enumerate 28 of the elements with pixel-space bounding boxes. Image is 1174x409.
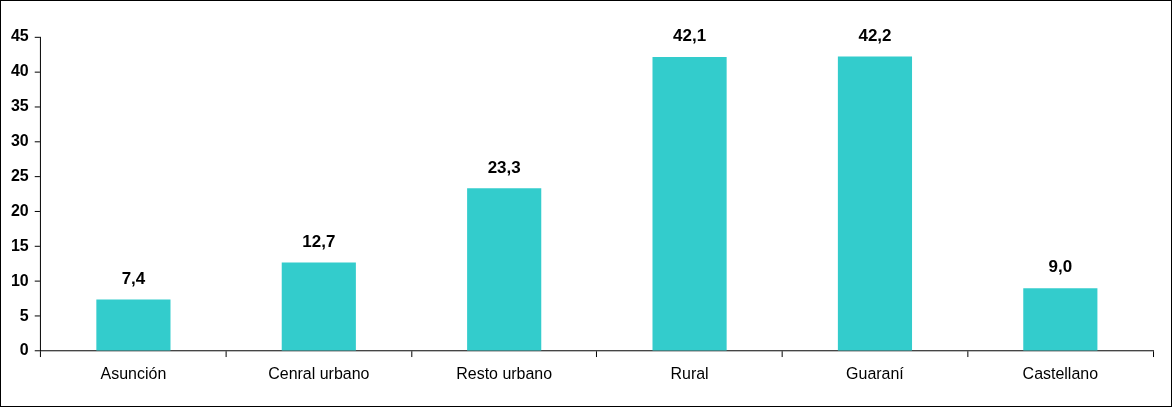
y-tick-label: 15 — [10, 236, 29, 254]
x-tick-label: Castellano — [1022, 364, 1099, 382]
y-tick-label: 35 — [10, 97, 29, 115]
y-tick-label: 30 — [10, 131, 29, 149]
data-label: 23,3 — [487, 157, 521, 177]
y-tick-label: 25 — [10, 166, 29, 184]
y-tick-label: 5 — [19, 306, 29, 324]
y-tick-label: 20 — [10, 201, 29, 219]
y-tick-label: 45 — [10, 27, 29, 45]
bar — [281, 262, 356, 351]
x-tick-label: Asunción — [100, 364, 167, 382]
data-label: 9,0 — [1048, 257, 1073, 277]
y-tick-label: 40 — [10, 62, 29, 80]
x-tick-label: Rural — [670, 364, 709, 382]
bar — [652, 57, 727, 351]
x-tick-label: Cenral urbano — [268, 364, 370, 382]
y-tick-label: 10 — [10, 271, 29, 289]
x-tick-label: Guaraní — [846, 364, 905, 382]
y-tick-label: 0 — [19, 341, 29, 359]
bar — [96, 299, 171, 351]
bar — [467, 188, 542, 351]
data-label: 12,7 — [302, 231, 336, 251]
data-label: 7,4 — [121, 268, 146, 288]
x-tick-label: Resto urbano — [456, 364, 553, 382]
data-label: 42,2 — [858, 25, 892, 45]
bar — [1023, 288, 1098, 351]
data-label: 42,1 — [673, 26, 707, 46]
bar — [837, 56, 913, 351]
